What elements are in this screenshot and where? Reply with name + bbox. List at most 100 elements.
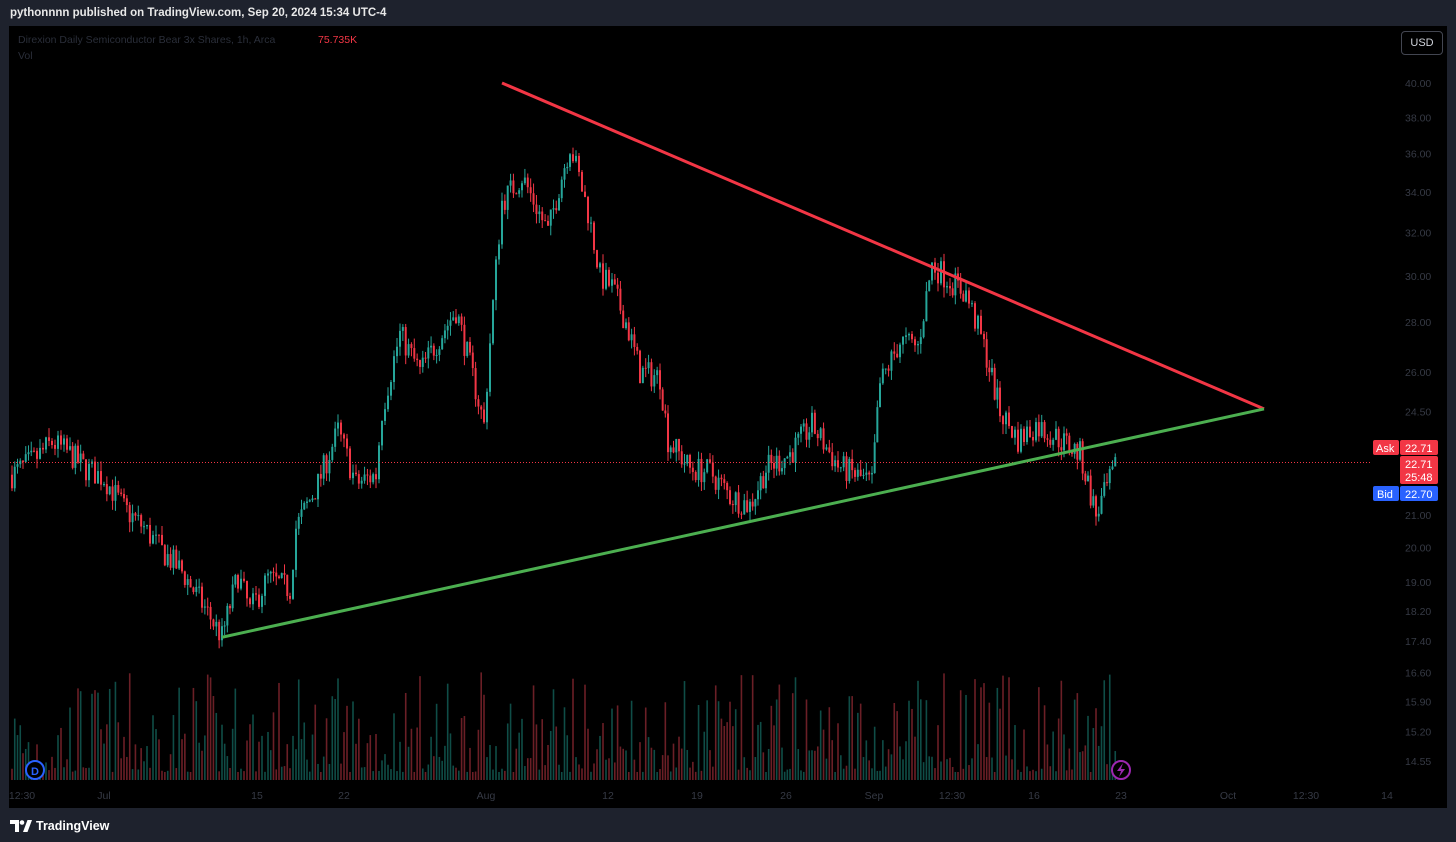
candle[interactable]: [427, 347, 430, 359]
candle[interactable]: [13, 466, 16, 489]
candle[interactable]: [39, 447, 41, 459]
candle[interactable]: [754, 499, 757, 507]
candle[interactable]: [734, 492, 737, 506]
candle[interactable]: [515, 193, 518, 195]
candle[interactable]: [221, 626, 223, 641]
candle[interactable]: [865, 472, 868, 475]
candle[interactable]: [859, 469, 862, 476]
candle[interactable]: [435, 354, 438, 356]
candle[interactable]: [158, 534, 160, 536]
candle[interactable]: [401, 327, 404, 331]
candle[interactable]: [88, 463, 90, 481]
candle[interactable]: [1095, 496, 1097, 517]
candle[interactable]: [131, 513, 134, 523]
candle[interactable]: [547, 220, 549, 226]
candle[interactable]: [584, 191, 586, 197]
candle[interactable]: [1040, 422, 1043, 437]
candle[interactable]: [959, 280, 962, 294]
candle[interactable]: [69, 446, 71, 450]
candle[interactable]: [455, 317, 457, 324]
candle[interactable]: [237, 574, 239, 589]
candle[interactable]: [249, 598, 251, 605]
candle[interactable]: [1092, 496, 1095, 506]
candle[interactable]: [946, 286, 948, 288]
candle[interactable]: [731, 504, 734, 506]
candle[interactable]: [706, 459, 709, 473]
candle[interactable]: [114, 485, 117, 501]
candle[interactable]: [192, 587, 195, 593]
candle[interactable]: [430, 345, 433, 348]
candle[interactable]: [831, 452, 834, 467]
candle[interactable]: [303, 502, 306, 510]
candle[interactable]: [587, 196, 589, 224]
candle[interactable]: [1057, 428, 1060, 448]
candle[interactable]: [1014, 429, 1016, 438]
candle[interactable]: [441, 338, 444, 350]
candle[interactable]: [689, 454, 691, 468]
candle[interactable]: [275, 572, 278, 577]
candle[interactable]: [993, 367, 996, 400]
candle[interactable]: [231, 584, 234, 609]
candle[interactable]: [593, 222, 595, 251]
candle[interactable]: [363, 474, 366, 481]
candle[interactable]: [300, 509, 303, 517]
candle[interactable]: [518, 190, 521, 194]
candle[interactable]: [366, 474, 369, 476]
candle[interactable]: [664, 410, 667, 414]
candle[interactable]: [951, 288, 954, 296]
candle[interactable]: [899, 344, 901, 358]
candle[interactable]: [714, 476, 717, 490]
candle[interactable]: [421, 357, 424, 367]
candle[interactable]: [319, 473, 322, 479]
candle[interactable]: [393, 356, 395, 383]
candle[interactable]: [535, 204, 538, 215]
candle[interactable]: [765, 472, 767, 489]
candle[interactable]: [399, 330, 401, 347]
candle[interactable]: [659, 370, 661, 390]
candle[interactable]: [1043, 422, 1046, 439]
candle[interactable]: [962, 293, 965, 302]
candle[interactable]: [971, 303, 973, 305]
candle[interactable]: [538, 211, 541, 215]
candle[interactable]: [206, 606, 209, 608]
candle[interactable]: [599, 263, 601, 268]
candle[interactable]: [331, 446, 334, 460]
candle[interactable]: [66, 438, 68, 450]
candle[interactable]: [602, 263, 604, 289]
candle[interactable]: [1035, 422, 1037, 441]
candle[interactable]: [1011, 426, 1013, 438]
candle[interactable]: [322, 455, 325, 479]
candle[interactable]: [357, 474, 360, 484]
candle[interactable]: [234, 574, 237, 585]
candle[interactable]: [902, 336, 904, 345]
candle[interactable]: [186, 579, 189, 585]
candle[interactable]: [767, 454, 770, 473]
candle[interactable]: [295, 528, 297, 570]
candle[interactable]: [749, 501, 751, 512]
candle[interactable]: [914, 339, 916, 346]
candle[interactable]: [11, 474, 13, 489]
candle[interactable]: [97, 471, 99, 484]
lightning-icon[interactable]: [1111, 760, 1131, 780]
candle[interactable]: [1002, 416, 1004, 425]
candle[interactable]: [471, 352, 474, 369]
candle[interactable]: [552, 208, 555, 210]
candle[interactable]: [678, 439, 680, 452]
candle[interactable]: [57, 435, 59, 449]
candle[interactable]: [549, 209, 552, 226]
candle[interactable]: [653, 375, 656, 387]
candle[interactable]: [988, 367, 991, 373]
candle[interactable]: [483, 409, 485, 423]
candle[interactable]: [1063, 433, 1065, 451]
candle[interactable]: [457, 316, 460, 324]
candle[interactable]: [521, 183, 523, 191]
candle[interactable]: [1046, 438, 1049, 440]
candle[interactable]: [137, 515, 140, 517]
candle[interactable]: [218, 621, 221, 641]
candle[interactable]: [346, 438, 348, 449]
candle[interactable]: [384, 409, 386, 421]
candle[interactable]: [181, 560, 183, 572]
candle[interactable]: [825, 447, 828, 450]
candle[interactable]: [1052, 439, 1055, 445]
candle[interactable]: [512, 180, 515, 194]
